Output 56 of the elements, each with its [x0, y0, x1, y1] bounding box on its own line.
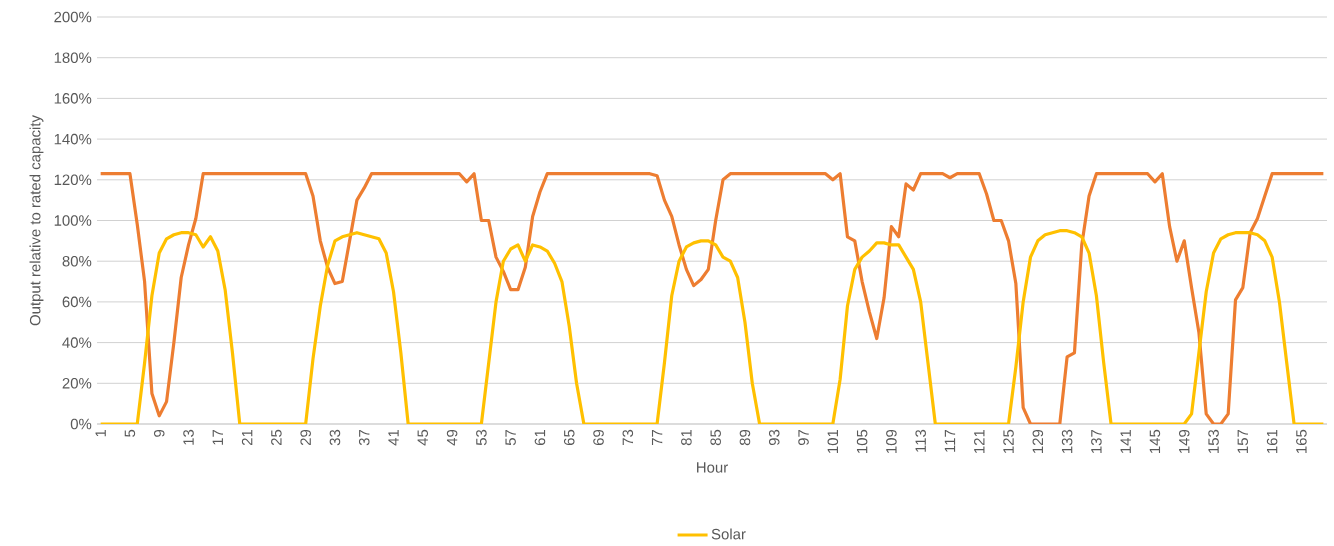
x-tick-label: 29: [300, 429, 311, 446]
x-tick-label: 25: [271, 429, 282, 446]
x-tick-label: 77: [651, 429, 663, 446]
y-tick-label: 140%: [54, 133, 92, 145]
x-tick-label: 133: [1061, 429, 1073, 453]
x-tick-label: 93: [768, 429, 780, 446]
x-tick-label: 57: [505, 429, 516, 446]
y-tick-label: 180%: [54, 52, 92, 63]
y-tick-label: 120%: [54, 174, 92, 186]
x-tick-label: 141: [1120, 429, 1131, 453]
x-tick-label: 33: [329, 429, 341, 446]
x-tick-label: 37: [358, 429, 370, 446]
x-tick-label: 61: [534, 429, 546, 446]
x-axis-title: Hour: [697, 462, 728, 473]
x-tick-label: 53: [476, 429, 487, 446]
x-tick-label: 73: [622, 429, 634, 446]
x-tick-label: 49: [446, 429, 458, 446]
x-tick-label: 117: [944, 429, 956, 452]
x-tick-label: 17: [212, 429, 223, 445]
y-tick-label: 200%: [54, 11, 92, 23]
legend-label: Solar: [711, 528, 746, 540]
x-tick-label: 97: [798, 429, 809, 446]
x-tick-label: 89: [739, 429, 751, 446]
x-tick-label: 145: [1149, 429, 1161, 453]
y-tick-label: 20%: [62, 378, 92, 389]
x-tick-label: 41: [388, 429, 399, 446]
x-tick-label: 129: [1032, 429, 1044, 453]
x-tick-label: 69: [593, 429, 604, 446]
y-tick-label: 160%: [54, 93, 92, 104]
x-tick-label: 153: [1208, 429, 1219, 453]
x-tick-label: 1: [95, 429, 106, 437]
y-tick-label: 40%: [62, 337, 92, 348]
y-axis-title: Output relative to rated capacity: [29, 115, 44, 326]
x-tick-label: 125: [1003, 429, 1014, 453]
y-tick-label: 0%: [70, 418, 92, 430]
x-tick-label: 85: [710, 429, 721, 446]
x-tick-label: 149: [1178, 429, 1190, 453]
x-tick-label: 109: [886, 429, 897, 453]
y-tick-label: 80%: [62, 255, 92, 267]
x-tick-label: 13: [183, 429, 194, 445]
x-tick-label: 81: [681, 429, 692, 446]
x-tick-label: 21: [241, 429, 253, 446]
x-tick-label: 45: [417, 429, 429, 446]
y-tick-label: 100%: [54, 215, 92, 226]
x-tick-label: 5: [124, 429, 136, 437]
x-tick-label: 157: [1237, 429, 1249, 453]
x-tick-label: 9: [153, 429, 165, 437]
x-tick-label: 121: [974, 429, 985, 453]
x-tick-label: 137: [1091, 429, 1102, 453]
x-tick-label: 101: [827, 429, 839, 453]
x-tick-label: 113: [915, 429, 926, 452]
x-tick-label: 65: [563, 429, 575, 446]
x-tick-label: 165: [1296, 429, 1307, 453]
y-tick-label: 60%: [62, 296, 92, 308]
x-tick-label: 161: [1266, 429, 1278, 453]
x-tick-label: 105: [856, 429, 868, 453]
